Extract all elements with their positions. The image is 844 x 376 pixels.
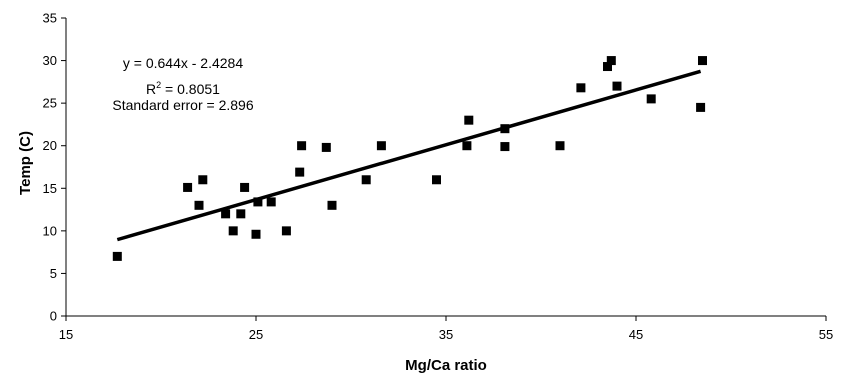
y-tick-label: 0 xyxy=(50,309,57,324)
data-point xyxy=(228,226,238,236)
data-point xyxy=(253,197,263,207)
data-point xyxy=(297,141,307,151)
data-point xyxy=(646,94,656,104)
data-point xyxy=(266,197,276,207)
data-point xyxy=(236,209,246,219)
x-tick-label: 55 xyxy=(819,327,833,342)
y-tick-label: 35 xyxy=(43,11,57,26)
data-point xyxy=(432,175,441,185)
data-point xyxy=(327,200,337,210)
data-point xyxy=(240,182,250,192)
data-point xyxy=(361,175,371,185)
data-point xyxy=(221,209,231,219)
x-axis-title: Mg/Ca ratio xyxy=(405,357,487,374)
data-point xyxy=(696,102,706,112)
r-squared-prefix: R xyxy=(146,81,156,97)
data-point xyxy=(576,83,586,93)
data-points xyxy=(112,56,707,261)
y-tick-label: 25 xyxy=(43,96,57,111)
y-tick-label: 15 xyxy=(43,181,57,196)
data-point xyxy=(281,226,291,236)
data-point xyxy=(500,142,510,152)
data-point xyxy=(462,141,472,151)
data-point xyxy=(500,124,510,134)
data-point xyxy=(603,62,612,72)
data-point xyxy=(198,175,208,185)
r-squared-superscript: 2 xyxy=(156,80,161,90)
trendline-group xyxy=(116,69,702,242)
ticks: 0 5 10 15 20 25 30 35 15 25 35 45 55 xyxy=(43,11,834,343)
r-squared-label: R2 = 0.8051 xyxy=(146,80,220,97)
data-point xyxy=(555,141,565,151)
trendline-equation: y = 0.644x - 2.4284 xyxy=(123,55,243,71)
trendline xyxy=(116,69,702,242)
y-tick-label: 5 xyxy=(50,266,57,281)
x-tick-label: 15 xyxy=(59,327,73,342)
data-point xyxy=(112,251,122,261)
y-axis-title: Temp (C) xyxy=(17,131,34,195)
x-tick-label: 35 xyxy=(439,327,453,342)
data-point xyxy=(183,182,193,192)
data-point xyxy=(321,142,331,152)
x-tick-label: 45 xyxy=(629,327,643,342)
data-point xyxy=(612,81,622,91)
data-point xyxy=(464,115,474,125)
data-point xyxy=(295,167,305,177)
standard-error-label: Standard error = 2.896 xyxy=(112,97,253,113)
r-squared-value: = 0.8051 xyxy=(161,81,220,97)
data-point xyxy=(194,200,204,210)
data-point xyxy=(698,56,707,66)
y-tick-label: 20 xyxy=(43,138,57,153)
x-tick-label: 25 xyxy=(249,327,263,342)
data-point xyxy=(376,141,386,151)
y-tick-label: 30 xyxy=(43,53,57,68)
data-point xyxy=(606,56,616,66)
y-tick-label: 10 xyxy=(43,223,57,238)
data-point xyxy=(251,229,261,239)
